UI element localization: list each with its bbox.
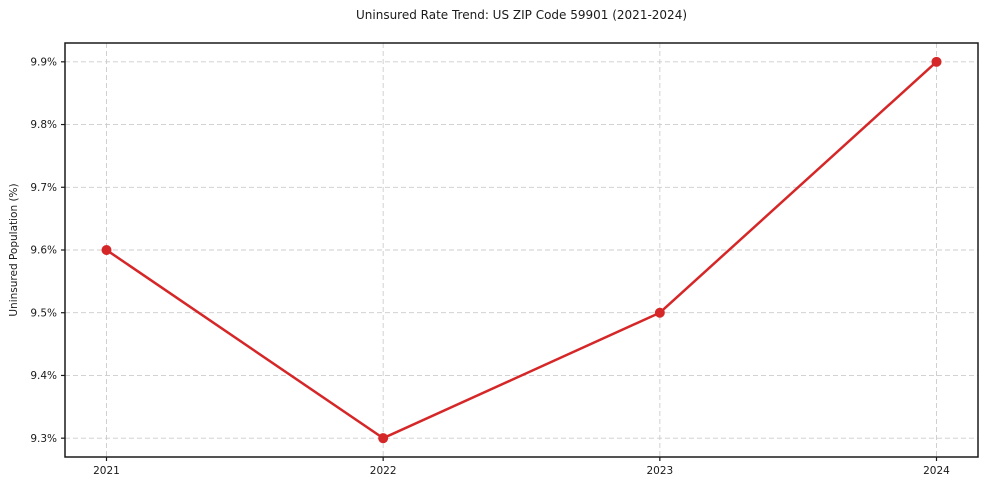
plot-frame [64,42,979,458]
y-tick-label: 9.8% [30,119,57,131]
y-tick-label: 9.3% [30,433,57,445]
y-tick-label: 9.6% [30,245,57,257]
x-tick-label: 2022 [370,465,397,477]
data-point-marker [931,56,942,67]
x-tick-label: 2023 [646,465,673,477]
data-point-marker [378,433,389,444]
data-point-marker [654,307,665,318]
data-point-marker [101,245,112,255]
trend-line [105,60,938,440]
y-tick-label: 9.5% [30,307,57,319]
chart-title: Uninsured Rate Trend: US ZIP Code 59901 … [355,8,688,22]
y-tick-label: 9.4% [30,370,57,382]
y-tick-label: 9.9% [30,56,57,68]
x-tick-label: 2021 [93,465,120,477]
y-tick-label: 9.7% [30,182,57,194]
x-tick-label: 2024 [923,465,950,477]
